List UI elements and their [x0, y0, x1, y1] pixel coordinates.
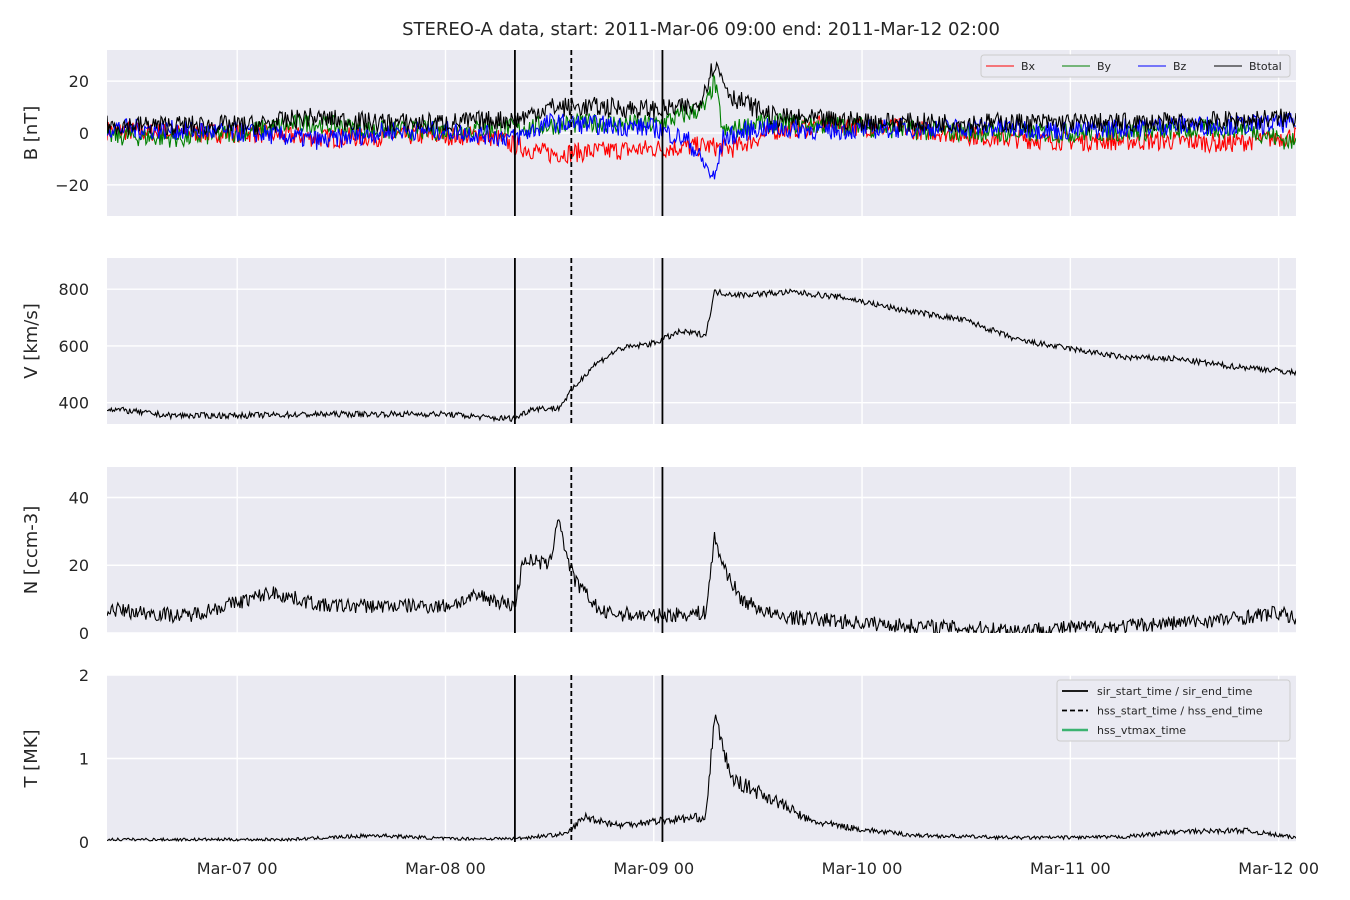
y-tick-label: 0	[79, 624, 89, 643]
x-tick-label: Mar-11 00	[1030, 859, 1111, 878]
y-tick-label: 1	[79, 750, 89, 769]
panel-background	[107, 258, 1296, 424]
legend-frame	[1056, 679, 1291, 742]
series-n-line	[107, 519, 1296, 633]
panel-background	[107, 467, 1296, 633]
legend-label-bx: Bx	[1021, 60, 1036, 73]
series-bz-line	[107, 112, 1296, 180]
x-tick-label: Mar-08 00	[405, 859, 486, 878]
y-axis-label: B [nT]	[21, 106, 42, 161]
y-tick-label: 600	[58, 337, 89, 356]
y-axis-label: N [ccm-3]	[21, 506, 42, 595]
panel-T: 0 1 2 T [MK] sir_start_time / sir_end_timehs…	[21, 666, 1296, 852]
legend-label-by: By	[1097, 60, 1112, 73]
legend-label-bz: Bz	[1173, 60, 1187, 73]
y-tick-label: 20	[69, 556, 89, 575]
y-axis-label: T [MK]	[21, 729, 42, 788]
event-legend-label: hss_vtmax_time	[1097, 724, 1186, 737]
x-tick-label: Mar-12 00	[1238, 859, 1319, 878]
x-tick-label: Mar-09 00	[613, 859, 694, 878]
panel-B: −20 0 20 B [nT] Bx By Bz Btotal	[21, 50, 1296, 216]
y-tick-label: 800	[58, 280, 89, 299]
y-axis-label: V [km/s]	[21, 303, 42, 378]
b-legend: Bx By Bz Btotal	[980, 54, 1291, 78]
series-v-line	[107, 288, 1296, 423]
y-tick-label: 400	[58, 394, 89, 413]
panel-V: 400 600 800 V [km/s]	[21, 258, 1296, 424]
y-tick-label: 2	[79, 666, 89, 685]
series-by-line	[107, 72, 1296, 150]
chart-title: STEREO-A data, start: 2011-Mar-06 09:00 …	[402, 19, 1000, 40]
y-tick-label: 40	[69, 488, 89, 507]
series-btotal-line	[107, 61, 1296, 136]
event-legend-label: hss_start_time / hss_end_time	[1097, 705, 1263, 718]
x-tick-label: Mar-10 00	[822, 859, 903, 878]
series-t-line	[107, 714, 1296, 842]
legend-label-btotal: Btotal	[1249, 60, 1282, 73]
panel-N: 0 20 40 N [ccm-3]	[21, 467, 1296, 643]
y-tick-label: 20	[69, 72, 89, 91]
y-tick-label: −20	[55, 176, 89, 195]
y-tick-label: 0	[79, 124, 89, 143]
y-tick-label: 0	[79, 833, 89, 852]
event-legend-label: sir_start_time / sir_end_time	[1097, 685, 1253, 698]
legend-frame	[980, 54, 1291, 78]
x-tick-label: Mar-07 00	[197, 859, 278, 878]
event-legend: sir_start_time / sir_end_time hss_start_t…	[1056, 679, 1291, 742]
